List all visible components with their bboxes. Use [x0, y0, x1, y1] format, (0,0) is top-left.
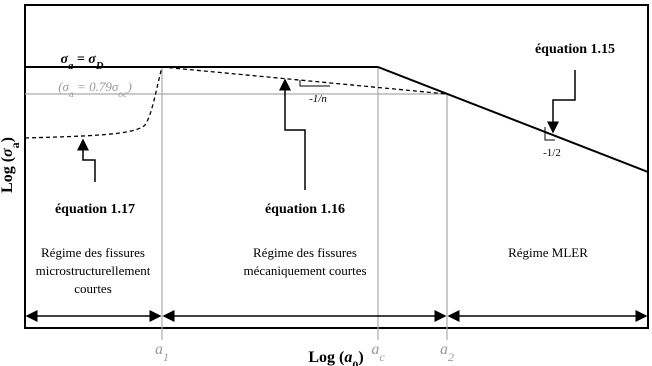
text-segment: = σ [73, 52, 96, 67]
region-label: courtes [74, 281, 112, 296]
text-segment: ) [358, 349, 363, 366]
text-segment: ) [0, 137, 16, 142]
guides [25, 67, 448, 340]
endurance-label: σa = σD [61, 52, 104, 72]
region-label: Régime des fissures [41, 245, 145, 260]
text-segment: ) [126, 79, 131, 94]
slope-label: -1/2 [543, 147, 561, 159]
text-segment: 2 [448, 350, 454, 364]
region-label: Régime des fissures [253, 245, 357, 260]
region-label: mécaniquement courtes [243, 263, 366, 278]
y-axis-label: Log (σa) [0, 137, 22, 193]
text-segment: Log ( [0, 157, 16, 193]
text-segment: 0 [352, 358, 358, 366]
frame [24, 4, 649, 329]
text-segment: σ [0, 148, 16, 157]
text-segment: = 0.79σ [74, 79, 119, 94]
text-segment: D [95, 61, 104, 72]
text-segment: Log ( [308, 349, 344, 366]
curves [24, 66, 649, 322]
text-segment: σ [61, 52, 69, 67]
text-segment: 1 [163, 350, 169, 364]
text-segment: a [155, 341, 163, 358]
equation-label: équation 1.15 [535, 42, 615, 57]
region-label: microstructurellement [36, 263, 151, 278]
threshold-label: (σa = 0.79σoc) [58, 79, 132, 100]
slope-label: -1/n [309, 93, 327, 105]
x-tick-label: a2 [440, 341, 454, 364]
text-segment: (σ [58, 79, 69, 94]
text-segment: a [344, 349, 352, 366]
x-tick-label: a1 [155, 341, 169, 364]
x-tick-label: ac [371, 341, 385, 364]
text-segment: a [68, 61, 73, 72]
region-label: Régime MLER [508, 245, 588, 260]
equation-label: équation 1.16 [265, 202, 345, 217]
text-segment: a [69, 89, 74, 100]
text-segment: a [371, 341, 379, 358]
text-segment: oc [118, 89, 128, 100]
equation-label: équation 1.17 [55, 202, 135, 217]
text-segment: a [8, 142, 22, 148]
text-segment: a [440, 341, 448, 358]
x-axis-label: Log (a0) [308, 349, 363, 366]
text-segment: c [379, 350, 385, 364]
